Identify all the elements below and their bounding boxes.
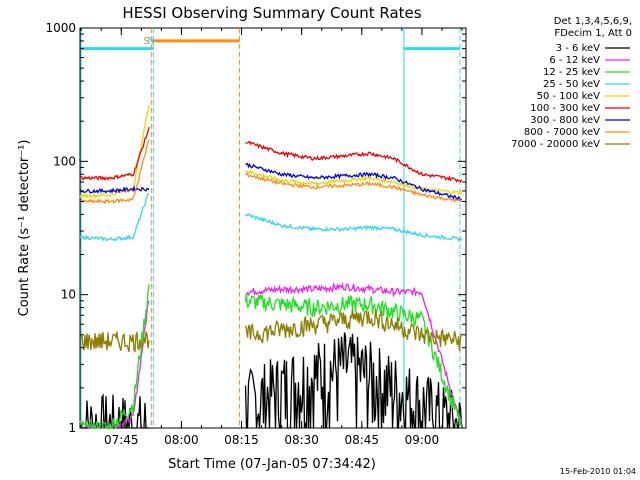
plot-frame [79,27,467,429]
x-tick-label: 09:00 [405,433,440,447]
timestamp-label: 15-Feb-2010 01:04 [560,467,636,476]
series-line [79,104,150,200]
series-line [79,192,150,243]
y-tick-label: 100 [53,154,76,168]
x-tick-label: 07:45 [104,433,139,447]
legend-entry-label: 100 - 300 keV [530,103,600,114]
series-line [245,212,463,242]
y-tick-label: 10 [61,288,76,302]
x-axis-label: Start Time (07-Jan-05 07:34:42) [168,457,376,472]
x-tick-label: 08:30 [284,433,319,447]
marker-annotation: N [147,36,154,47]
series-group [79,104,463,431]
legend-entry-label: 3 - 6 keV [556,43,600,54]
x-tick-label: 08:00 [164,433,199,447]
series-line [79,126,150,181]
y-tick-label: 1 [68,421,76,435]
legend-header: FDecim 1, Att 0 [554,28,632,39]
series-line [79,330,150,353]
y-axis-label: Count Rate (s⁻¹ detector⁻¹) [17,140,32,317]
legend-entry-label: 6 - 12 keV [549,55,600,66]
series-line [79,284,150,431]
x-tick-label: 08:15 [224,433,259,447]
legend-entry-label: 300 - 800 keV [530,115,600,126]
legend-header: Det 1,3,4,5,6,9, [554,16,632,27]
series-line [245,162,463,202]
y-axis: 1 10 100 1000 [45,21,466,435]
legend-entry-label: 12 - 25 keV [543,67,600,78]
series-line [245,281,463,426]
legend-entry-label: 50 - 100 keV [537,91,601,102]
legend: Det 1,3,4,5,6,9,FDecim 1, Att 0 3 - 6 keV… [511,16,632,150]
legend-entry-label: 800 - 7000 keV [524,127,600,138]
x-axis: 07:45 08:00 08:15 08:30 08:45 09:00 [80,28,463,447]
plot-area: SN [79,27,467,431]
series-line [244,309,463,351]
legend-entry-label: 25 - 50 keV [543,79,600,90]
series-line [79,139,150,205]
series-line [244,332,463,429]
marker-annotation: S [143,36,149,47]
series-line [245,140,463,184]
y-tick-label: 1000 [45,21,76,35]
series-line [245,171,462,204]
series-line [79,185,150,195]
chart-title: HESSI Observing Summary Count Rates [122,4,421,22]
x-tick-label: 08:45 [344,433,379,447]
legend-entry-label: 7000 - 20000 keV [511,139,600,150]
